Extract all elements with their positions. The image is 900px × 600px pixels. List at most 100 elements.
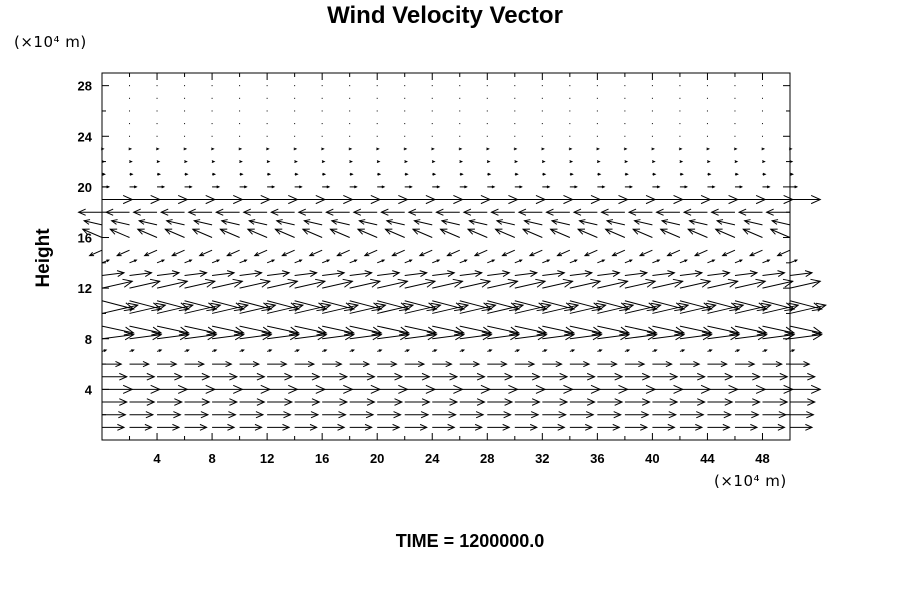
wind-vector [418, 249, 433, 257]
wind-vector [308, 249, 323, 257]
vector-shaft [349, 300, 382, 310]
vector-shaft [294, 272, 317, 276]
wind-vector [770, 219, 791, 226]
vector-head [299, 259, 303, 263]
wind-vector [129, 278, 161, 289]
wind-vector [466, 228, 488, 238]
vector-head [627, 208, 637, 216]
wind-vector [349, 85, 351, 87]
vector-head [655, 208, 664, 216]
vector-shaft [634, 220, 653, 226]
wind-vector [435, 208, 460, 216]
vector-head [268, 349, 273, 353]
vector-head [474, 270, 483, 277]
vector-dot [349, 97, 351, 99]
wind-vector [294, 349, 300, 353]
wind-vector [184, 331, 218, 341]
vector-head [174, 398, 184, 406]
vector-dot [541, 135, 543, 137]
wind-vector [191, 228, 213, 238]
wind-vector [514, 361, 536, 368]
vector-head [261, 302, 273, 312]
wind-vector [707, 259, 716, 264]
vector-head [397, 278, 409, 288]
wind-vector [762, 172, 767, 176]
vector-head [694, 270, 704, 277]
vector-head [564, 331, 576, 341]
wind-vector [459, 411, 485, 419]
wind-vector [790, 398, 816, 406]
vector-dot [706, 110, 708, 112]
wind-vector [706, 135, 708, 137]
vector-shaft [514, 280, 546, 289]
vector-shaft [266, 300, 299, 310]
vector-head [326, 259, 331, 263]
wind-vector [707, 195, 739, 205]
vector-head [715, 219, 724, 225]
wind-vector [210, 147, 215, 151]
wind-vector [322, 300, 355, 312]
vector-head [536, 331, 548, 341]
vector-head [356, 228, 365, 235]
vector-head [288, 326, 300, 336]
vector-dot [349, 123, 351, 125]
vector-head [201, 372, 211, 381]
vector-head [229, 398, 239, 406]
wind-vector [495, 219, 515, 226]
vector-shaft [330, 228, 350, 238]
wind-vector [349, 300, 383, 312]
vector-shaft [377, 334, 409, 340]
vector-head [421, 398, 431, 406]
vector-head [431, 160, 436, 164]
vector-head [184, 172, 189, 176]
wind-vector [459, 135, 461, 137]
vector-dot [266, 85, 268, 87]
vector-head [149, 278, 161, 288]
wind-vector [377, 423, 401, 431]
wind-vector [549, 228, 571, 238]
vector-head [143, 252, 150, 257]
wind-vector [432, 384, 464, 394]
vector-dot [541, 85, 543, 87]
vector-shaft [266, 259, 275, 264]
wind-vector [679, 270, 704, 277]
wind-vector [682, 208, 708, 216]
vector-head [598, 349, 603, 353]
vector-shaft [707, 259, 715, 264]
wind-vector [77, 208, 102, 216]
vector-head [646, 302, 658, 312]
wind-vector [486, 97, 488, 99]
vector-shaft [459, 325, 492, 334]
wind-vector [101, 331, 135, 341]
vector-head [242, 208, 251, 216]
vector-shaft [652, 280, 683, 289]
vector-head [178, 331, 190, 341]
wind-vector [330, 219, 350, 226]
wind-vector [129, 349, 135, 353]
wind-vector [762, 349, 768, 353]
vector-head [775, 361, 783, 368]
vector-dot [431, 97, 433, 99]
vector-head [516, 349, 521, 353]
wind-vector [349, 411, 375, 419]
vector-head [688, 219, 696, 225]
vector-head [213, 349, 218, 353]
wind-vector [569, 331, 603, 341]
wind-vector [239, 185, 248, 189]
vector-head [220, 219, 228, 225]
wind-vector [569, 384, 602, 394]
wind-vector [184, 123, 186, 125]
wind-vector [322, 278, 354, 289]
vector-dot [321, 135, 323, 137]
wind-vector [624, 270, 649, 277]
vector-dot [541, 97, 543, 99]
vector-head [170, 361, 178, 368]
wind-vector [404, 331, 438, 341]
vector-dot [129, 97, 131, 99]
wind-vector [762, 300, 796, 312]
wind-vector [624, 160, 629, 164]
wind-vector [487, 398, 514, 406]
vector-head [585, 411, 595, 419]
vector-head [724, 398, 734, 406]
vector-shaft [404, 325, 437, 334]
